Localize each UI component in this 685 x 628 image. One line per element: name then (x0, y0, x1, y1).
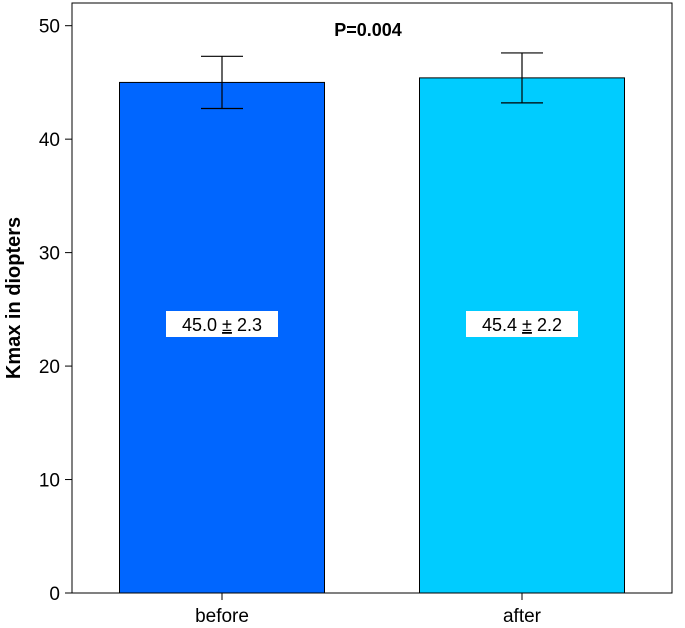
y-axis-title: Kmax in diopters (3, 217, 25, 379)
plus-minus-sign: ± (522, 315, 532, 335)
bar-value-label-before: 45.0 ± 2.3 (166, 311, 278, 337)
value-label-text: 45.0 ± 2.3 (182, 315, 262, 335)
bars-group: 45.0 ± 2.3 45.4 ± 2.2 (119, 52, 625, 594)
value-label-text: 45.4 ± 2.2 (482, 315, 562, 335)
y-tick-label: 30 (39, 244, 60, 265)
y-tick-label: 20 (39, 357, 60, 378)
p-value-annotation: P=0.004 (334, 20, 402, 40)
plus-minus-sign: ± (222, 315, 232, 335)
value-mean: 45.4 (482, 315, 522, 335)
plot-frame (71, 2, 673, 594)
value-mean: 45.0 (182, 315, 222, 335)
y-tick-label: 40 (39, 130, 60, 151)
value-sd: 2.3 (237, 315, 262, 335)
x-tick-label-after: after (503, 606, 542, 627)
y-tick-label: 50 (39, 17, 60, 38)
value-sd: 2.2 (537, 315, 562, 335)
value-label-box (466, 311, 578, 337)
value-label-box (166, 311, 278, 337)
y-axis: 0 10 20 30 40 50 (39, 17, 72, 605)
y-tick-label: 0 (49, 584, 60, 605)
x-tick-label-before: before (195, 606, 249, 627)
bar-before (119, 81, 325, 594)
x-axis: before after (195, 593, 542, 627)
bar-value-label-after: 45.4 ± 2.2 (466, 311, 578, 337)
y-tick-label: 10 (39, 471, 60, 492)
